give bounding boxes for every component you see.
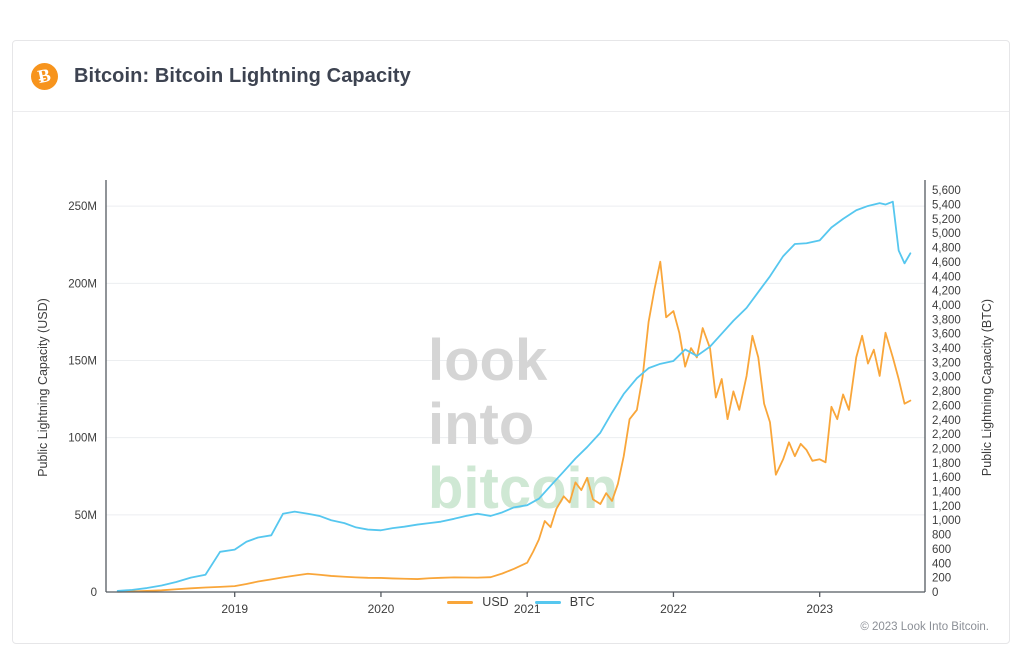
- page-title: Bitcoin: Bitcoin Lightning Capacity: [74, 64, 411, 87]
- y-tick-label-right: 4,200: [932, 286, 961, 298]
- y-tick-label-left: 50M: [75, 510, 97, 522]
- y-tick-label-right: 5,600: [932, 185, 961, 197]
- y-tick-label-right: 1,800: [932, 458, 961, 470]
- y-tick-label-right: 2,800: [932, 386, 961, 398]
- chart-card: Ƀ Bitcoin: Bitcoin Lightning Capacity lo…: [12, 40, 1010, 644]
- watermark-text: into: [428, 392, 534, 457]
- copyright-footer: © 2023 Look Into Bitcoin.: [860, 621, 989, 633]
- bitcoin-logo-icon: Ƀ: [31, 62, 58, 90]
- y-tick-label-right: 2,600: [932, 400, 961, 412]
- y-tick-label-left: 250M: [68, 201, 97, 213]
- y-tick-label-right: 5,200: [932, 214, 961, 226]
- x-tick-label: 2019: [221, 602, 248, 616]
- y-tick-label-right: 3,600: [932, 329, 961, 341]
- y-tick-label-right: 3,000: [932, 372, 961, 384]
- y-tick-label-right: 0: [932, 587, 938, 599]
- legend-label: USD: [482, 595, 509, 609]
- axes: [105, 180, 926, 593]
- y-tick-label-right: 3,400: [932, 343, 961, 355]
- series-line-btc: [116, 200, 912, 592]
- y-tick-label-left: 200M: [68, 278, 97, 290]
- legend-label: BTC: [569, 595, 595, 609]
- y-tick-label-left: 0: [91, 587, 97, 599]
- x-tick-label: 2023: [806, 602, 833, 616]
- y-tick-label-right: 4,800: [932, 243, 961, 255]
- y-tick-label-right: 400: [932, 558, 951, 570]
- plot-area: look into bitcoin 0 50M 100M 150M 200M 250M 0 200…: [13, 112, 1009, 644]
- y-tick-label-right: 4,600: [932, 257, 961, 269]
- series-layer: [116, 200, 912, 593]
- y-tick-label-right: 800: [932, 530, 951, 542]
- y-tick-label-right: 1,600: [932, 472, 961, 484]
- y-tick-label-right: 200: [932, 573, 951, 585]
- y-tick-label-right: 2,000: [932, 443, 961, 455]
- legend-swatch-usd: [447, 600, 474, 604]
- bitcoin-glyph: Ƀ: [36, 64, 53, 88]
- y-tick-label-right: 4,400: [932, 271, 961, 283]
- chart-header: Ƀ Bitcoin: Bitcoin Lightning Capacity: [13, 41, 1009, 112]
- y-tick-label-right: 4,000: [932, 300, 961, 312]
- y-tick-label-right: 1,400: [932, 487, 961, 499]
- gridlines: [106, 205, 925, 516]
- series-line-usd: [116, 260, 912, 593]
- y-tick-label-right: 5,400: [932, 200, 961, 212]
- y-tick-label-right: 2,400: [932, 415, 961, 427]
- legend-item-btc[interactable]: BTC: [534, 595, 595, 609]
- y-tick-label-right: 600: [932, 544, 951, 556]
- watermark-text: look: [428, 328, 548, 393]
- y-tick-label-right: 3,200: [932, 357, 961, 369]
- legend-swatch-btc: [534, 600, 561, 604]
- tick-labels: 0 50M 100M 150M 200M 250M 0 200 400 600 800 1,000 1,…: [36, 185, 994, 616]
- x-tick-label: 2022: [660, 602, 687, 616]
- x-tick-label: 2021: [514, 602, 541, 616]
- legend-item-usd[interactable]: USD: [447, 595, 509, 609]
- y-tick-label-right: 5,000: [932, 228, 961, 240]
- y-tick-label-right: 1,200: [932, 501, 961, 513]
- watermark-text: bitcoin: [428, 456, 618, 521]
- y-tick-label-right: 1,000: [932, 515, 961, 527]
- chart-legend: USD BTC: [13, 595, 1009, 609]
- y-tick-label-right: 3,800: [932, 314, 961, 326]
- y-tick-label-left: 150M: [68, 355, 97, 367]
- y-axis-title-right: Public Lightning Capacity (BTC): [980, 299, 994, 476]
- y-axis-title-left: Public Lightning Capacity (USD): [36, 298, 50, 477]
- x-tick-label: 2020: [368, 602, 395, 616]
- y-tick-label-left: 100M: [68, 433, 97, 445]
- y-tick-label-right: 2,200: [932, 429, 961, 441]
